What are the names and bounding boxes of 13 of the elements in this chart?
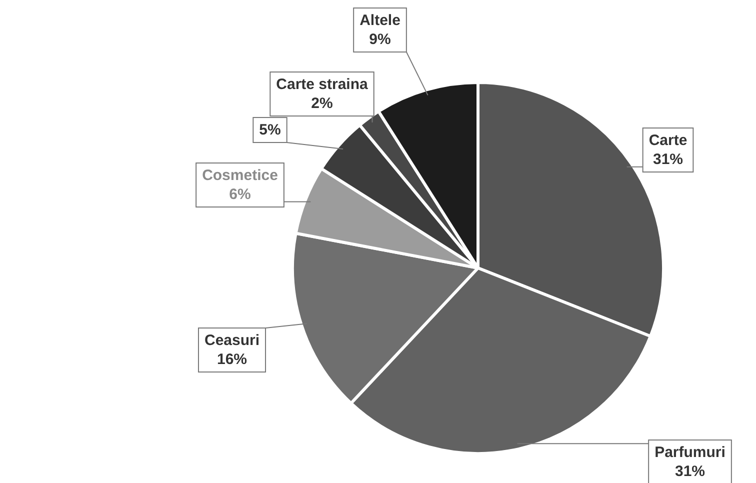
data-label: 16% <box>216 351 248 368</box>
slice-label: Carte straina <box>276 76 369 94</box>
data-label: 31% <box>652 151 684 168</box>
slice-label: Altele <box>360 12 400 30</box>
data-label: 31% <box>674 463 706 480</box>
data-label: 2% <box>311 95 333 112</box>
slice-label: Ceasuri <box>204 332 260 350</box>
slice-label: Parfumuri <box>654 444 726 462</box>
slice-label: Cosmetice <box>202 167 278 184</box>
data-label: 5% <box>259 122 281 139</box>
data-label: 9% <box>369 31 391 48</box>
slice-label: Carte <box>648 132 688 150</box>
data-label: 6% <box>229 186 251 204</box>
